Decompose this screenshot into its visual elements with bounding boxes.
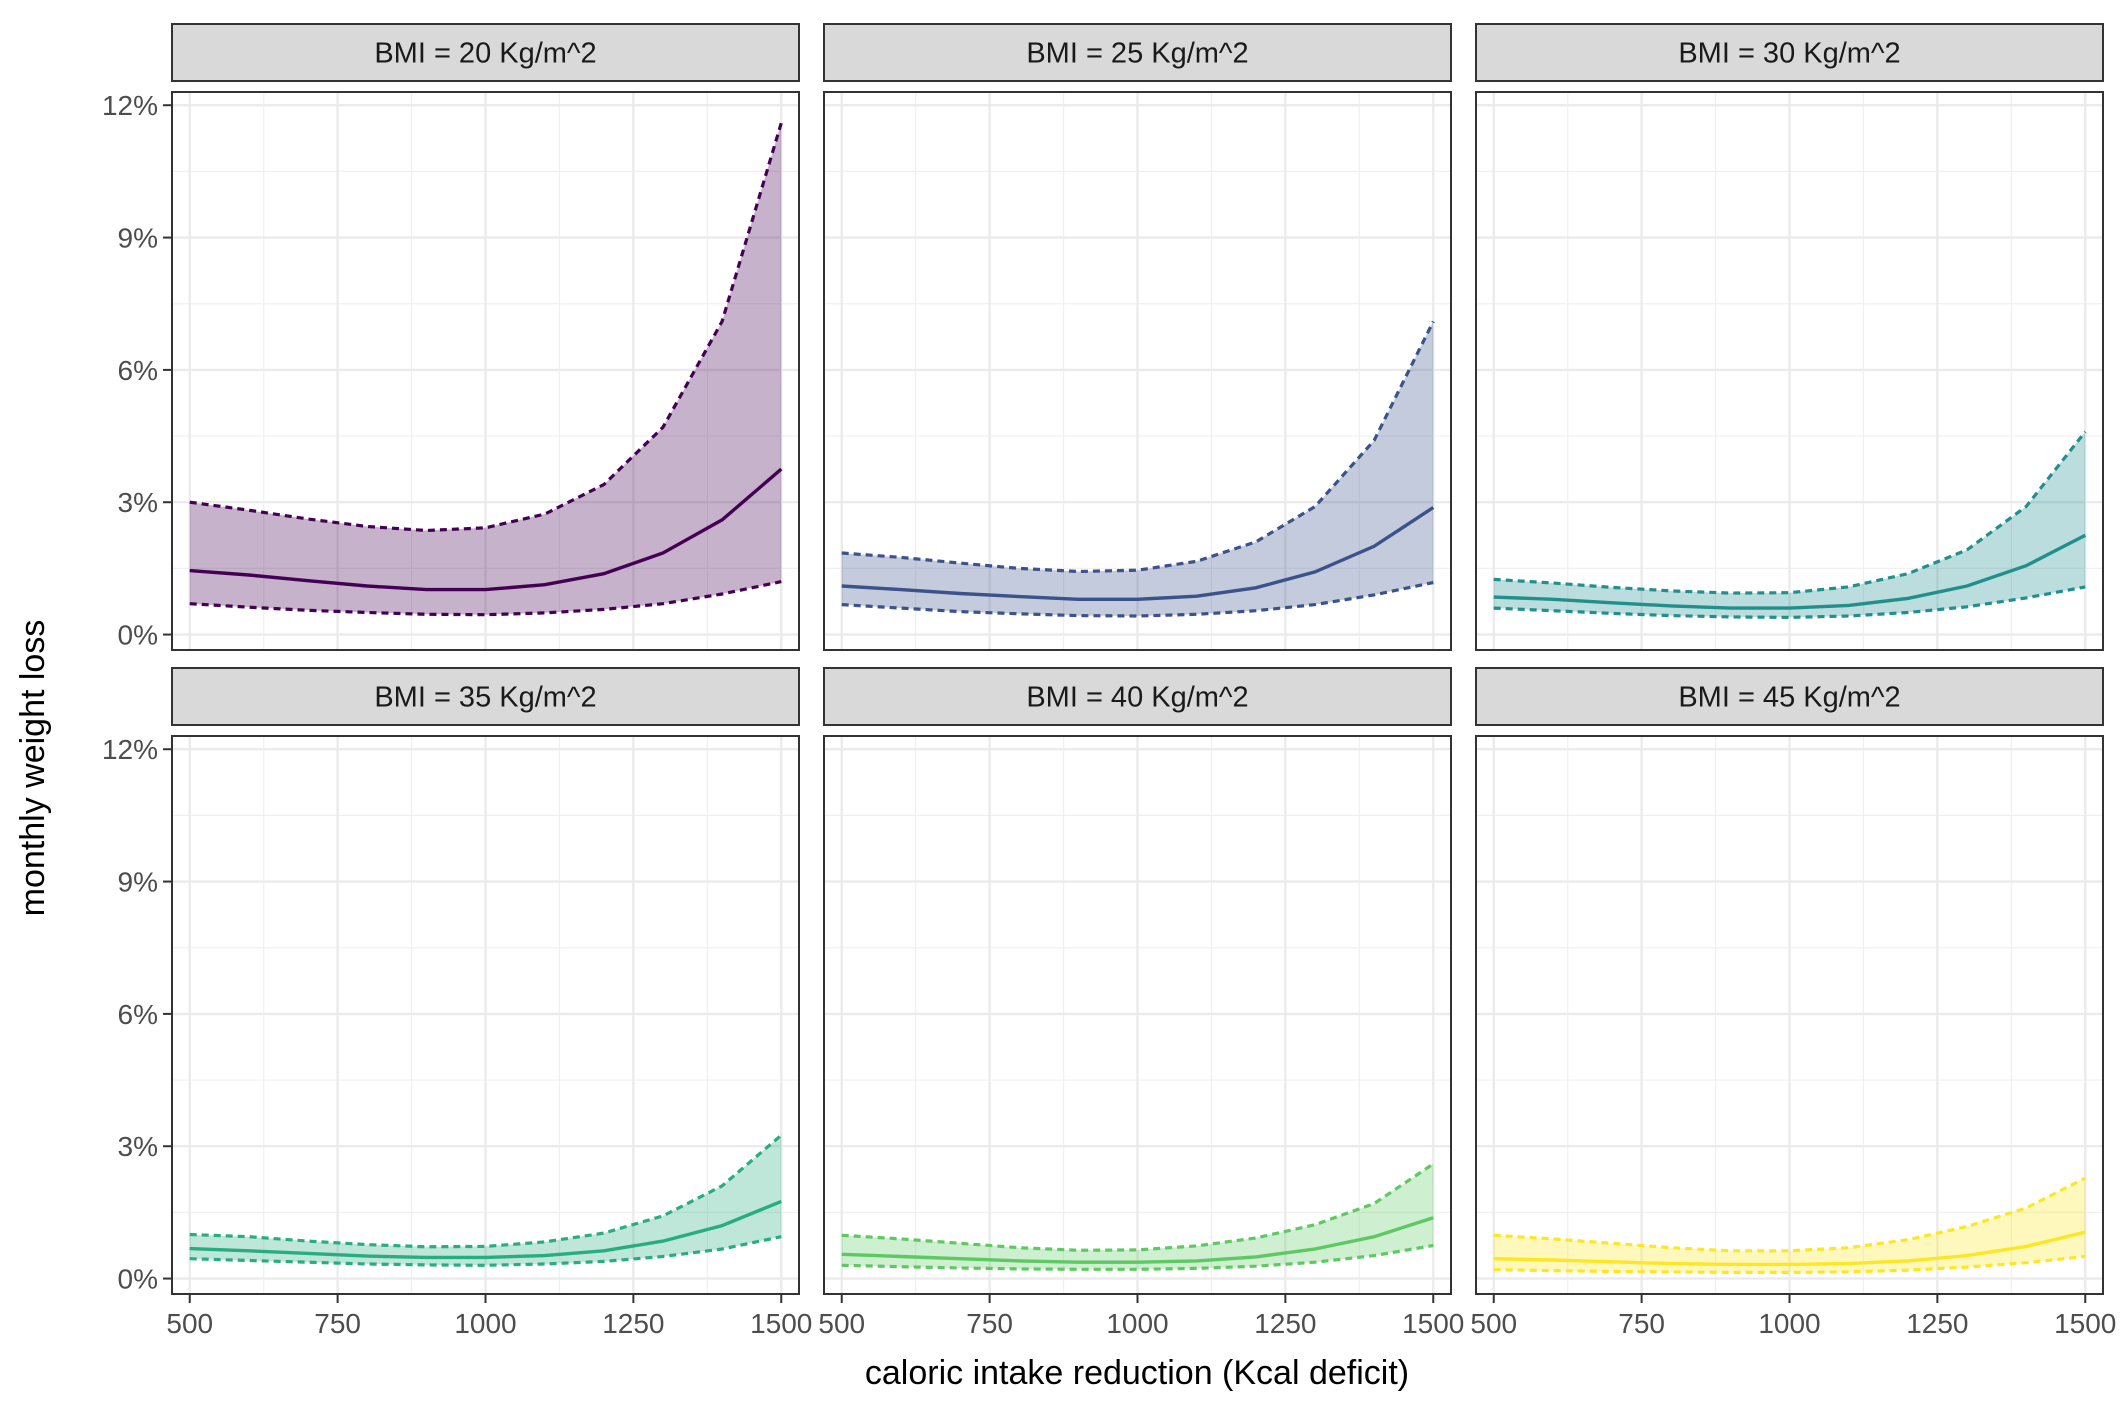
x-tick-label: 1500 (2054, 1308, 2116, 1339)
upper-bound-line (841, 1162, 1435, 1252)
upper-bound-line (189, 1133, 783, 1249)
lower-bound-line (1493, 585, 2086, 620)
x-tick-label: 1000 (454, 1308, 516, 1339)
y-tick-label: 12% (102, 90, 158, 121)
facet-strip (1475, 23, 2104, 82)
x-tick-label: 1000 (1758, 1308, 1820, 1339)
mean-line (1493, 533, 2087, 610)
mean-line (841, 506, 1435, 601)
confidence-ribbon (841, 1163, 1434, 1270)
y-tick-label: 6% (118, 999, 158, 1030)
lower-bound-line (189, 1235, 782, 1267)
facet-panel: BMI = 45 Kg/m^2 (1475, 667, 2104, 1295)
upper-bound-line (841, 320, 1435, 574)
y-tick-label: 0% (118, 620, 158, 651)
x-axis-label: caloric intake reduction (Kcal deficit) (865, 1354, 1409, 1392)
x-tick-label: 1250 (1906, 1308, 1968, 1339)
confidence-ribbon (189, 1135, 782, 1266)
facet-strip (1475, 667, 2104, 726)
mean-line (189, 467, 783, 592)
confidence-ribbon (1493, 1178, 2086, 1273)
confidence-ribbon (189, 122, 782, 615)
facet-strip-label: BMI = 35 Kg/m^2 (374, 682, 596, 714)
y-tick-label: 9% (118, 867, 158, 898)
x-tick-label: 500 (818, 1308, 865, 1339)
facet-panel: BMI = 40 Kg/m^2 (823, 667, 1452, 1295)
y-tick-label: 6% (118, 355, 158, 386)
facet-panel: BMI = 30 Kg/m^2 (1475, 23, 2104, 651)
x-tick-label: 1500 (1402, 1308, 1464, 1339)
panel-border (171, 91, 800, 651)
upper-bound-line (1493, 430, 2087, 595)
mean-line (1493, 1230, 2086, 1267)
x-axis: 500 750 1000 1250 1500 500 750 1000 1250 1500 500 7… (166, 1294, 2116, 1339)
facet-strip-label: BMI = 30 Kg/m^2 (1678, 38, 1900, 70)
facet-strip (823, 23, 1452, 82)
lower-bound-line (1493, 1254, 2086, 1275)
y-axis-label: monthly weight loss (14, 620, 52, 917)
y-tick-label: 12% (102, 734, 158, 765)
upper-bound-line (1493, 1176, 2087, 1253)
confidence-ribbon (841, 321, 1434, 616)
y-tick-label: 9% (118, 223, 158, 254)
x-tick-label: 1500 (750, 1308, 812, 1339)
facet-panel: BMI = 20 Kg/m^2 (171, 23, 800, 651)
facet-panels: BMI = 20 Kg/m^2 BMI = 25 Kg/m^2 BMI = 30 K… (171, 23, 2104, 1295)
facet-strip-label: BMI = 25 Kg/m^2 (1026, 38, 1248, 70)
facet-panel: BMI = 35 Kg/m^2 (171, 667, 800, 1295)
facet-strip-label: BMI = 45 Kg/m^2 (1678, 682, 1900, 714)
x-tick-label: 1000 (1106, 1308, 1168, 1339)
lower-bound-line (189, 580, 782, 617)
y-tick-label: 3% (118, 1131, 158, 1162)
x-tick-label: 750 (1618, 1308, 1665, 1339)
lower-bound-line (841, 1243, 1434, 1271)
facet-strip (171, 667, 800, 726)
mean-line (189, 1199, 782, 1260)
x-tick-label: 1250 (602, 1308, 664, 1339)
facet-strip (823, 667, 1452, 726)
panel-border (1475, 91, 2104, 651)
x-tick-label: 500 (166, 1308, 213, 1339)
facet-strip-label: BMI = 20 Kg/m^2 (374, 38, 596, 70)
x-tick-label: 500 (1470, 1308, 1517, 1339)
x-tick-label: 1250 (1254, 1308, 1316, 1339)
panel-border (823, 91, 1452, 651)
facet-strip-label: BMI = 40 Kg/m^2 (1026, 682, 1248, 714)
y-tick-label: 3% (118, 487, 158, 518)
y-tick-label: 0% (118, 1264, 158, 1295)
x-tick-label: 750 (966, 1308, 1013, 1339)
facet-panel: BMI = 25 Kg/m^2 (823, 23, 1452, 651)
mean-line (841, 1216, 1434, 1264)
y-axis: 0% 3% 6% 9% 12% 0% 3% 6% 9% 12% (102, 90, 172, 1295)
confidence-ribbon (1493, 431, 2086, 618)
x-tick-label: 750 (314, 1308, 361, 1339)
upper-bound-line (189, 122, 783, 533)
facet-strip (171, 23, 800, 82)
lower-bound-line (841, 580, 1434, 618)
